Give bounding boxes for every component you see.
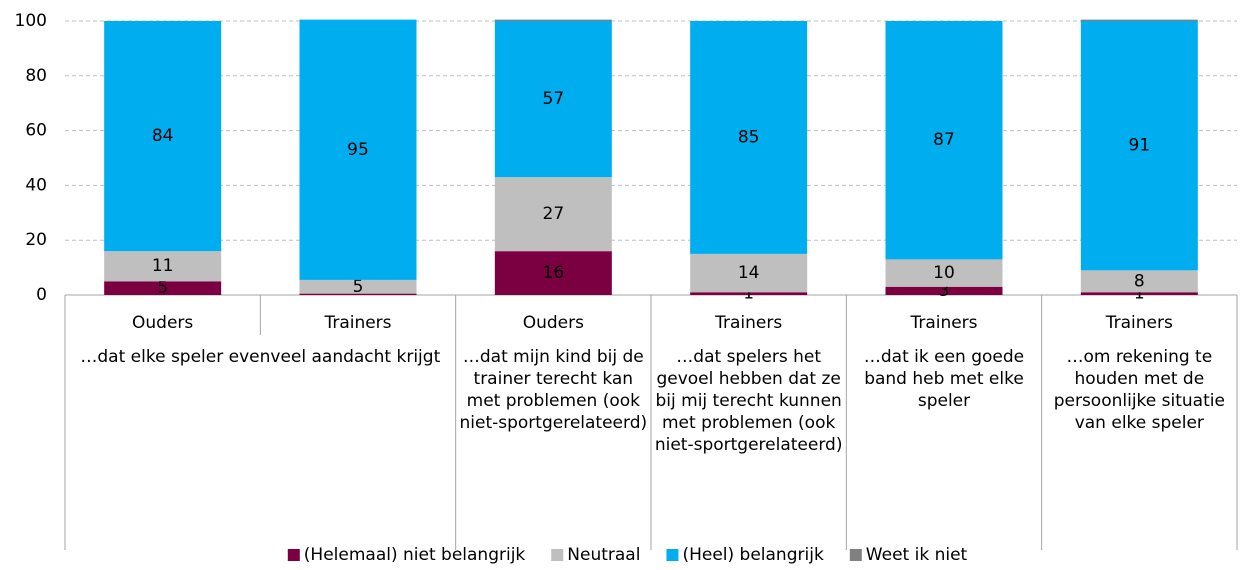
bar-segment xyxy=(1080,270,1198,293)
data-label: 14 xyxy=(738,263,760,283)
data-label: 1 xyxy=(1134,284,1145,304)
data-label: 11 xyxy=(152,256,174,276)
bar-segment xyxy=(299,279,417,294)
x-tick-label: Trainers xyxy=(909,313,977,333)
y-tick-label: 60 xyxy=(25,121,47,141)
bar-segment xyxy=(299,293,417,295)
legend-label: Weet ik niet xyxy=(866,545,968,565)
bar-segment xyxy=(494,177,612,252)
data-label: 10 xyxy=(933,263,955,283)
bar-segment xyxy=(885,286,1003,295)
legend-label: (Heel) belangrijk xyxy=(682,545,823,565)
y-tick-label: 80 xyxy=(25,66,47,86)
x-tick-label: Ouders xyxy=(132,313,193,333)
bar-segment xyxy=(494,251,612,295)
bar-segment xyxy=(104,251,222,282)
bar-segment xyxy=(690,253,808,293)
x-tick-label: Trainers xyxy=(323,313,391,333)
bar-segment xyxy=(104,281,222,295)
bar-segment xyxy=(494,19,612,21)
y-tick-label: 20 xyxy=(25,230,47,250)
data-label: 1 xyxy=(743,284,754,304)
data-label: 5 xyxy=(353,277,364,297)
bar-segment xyxy=(494,21,612,178)
y-tick-label: 40 xyxy=(25,175,47,195)
bar-segment xyxy=(1080,21,1198,271)
data-label: 95 xyxy=(347,140,369,160)
bar-segment xyxy=(299,19,417,280)
bar-segment xyxy=(1080,19,1198,21)
bar-segment xyxy=(690,21,808,254)
group-label: …om rekening te houden met de persoonlij… xyxy=(1053,347,1225,433)
y-tick-label: 100 xyxy=(15,11,47,31)
data-label: 27 xyxy=(543,204,565,224)
bar-segment xyxy=(690,292,808,295)
x-tick-label: Trainers xyxy=(1105,313,1173,333)
data-label: 8 xyxy=(1134,271,1145,291)
legend-swatch xyxy=(849,549,862,561)
x-tick-label: Ouders xyxy=(523,313,584,333)
bar-segment xyxy=(885,21,1003,260)
group-label: …dat mijn kind bij de trainer terecht ka… xyxy=(459,347,648,433)
legend-swatch xyxy=(666,549,679,561)
bar-segment xyxy=(885,259,1003,287)
legend-label: Neutraal xyxy=(567,545,640,565)
legend-label: (Helemaal) niet belangrijk xyxy=(304,545,526,565)
legend-swatch xyxy=(551,549,564,561)
legend-swatch xyxy=(287,549,300,561)
bar-segment xyxy=(1080,292,1198,295)
group-label: …dat spelers het gevoel hebben dat ze bi… xyxy=(654,347,843,455)
data-label: 87 xyxy=(933,130,955,150)
y-tick-label: 0 xyxy=(36,285,47,305)
group-label: …dat ik een goede band heb met elke spel… xyxy=(863,347,1025,411)
data-label: 3 xyxy=(939,281,950,301)
bar-segment xyxy=(104,21,222,252)
group-label: …dat elke speler evenveel aandacht krijg… xyxy=(80,347,441,367)
data-label: 84 xyxy=(152,126,174,146)
x-tick-label: Trainers xyxy=(714,313,782,333)
data-label: 85 xyxy=(738,127,760,147)
data-label: 16 xyxy=(543,263,565,283)
data-label: 91 xyxy=(1129,136,1151,156)
data-label: 5 xyxy=(157,278,168,298)
data-label: 57 xyxy=(543,89,565,109)
